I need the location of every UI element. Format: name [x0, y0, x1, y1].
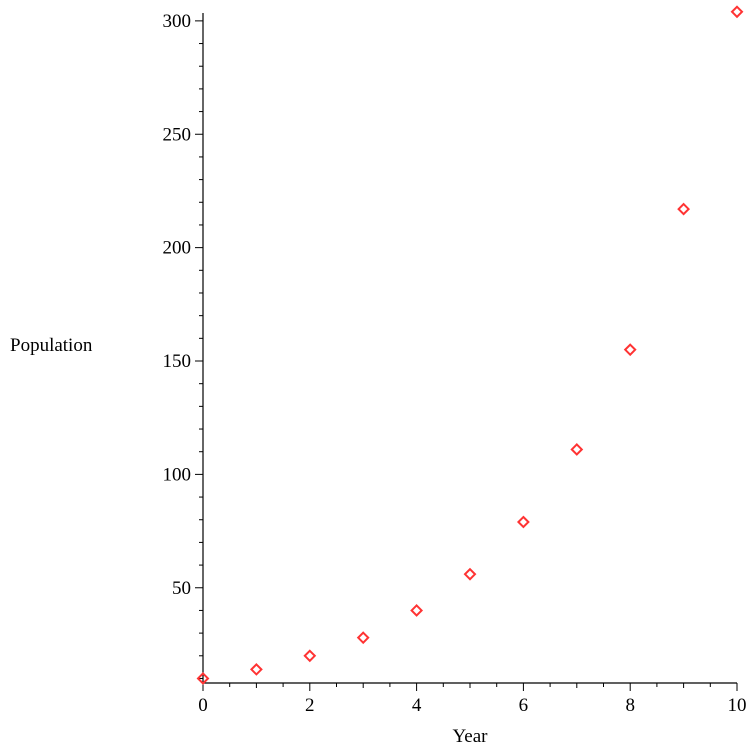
y-tick-label: 300	[163, 11, 192, 32]
y-tick-label: 250	[163, 124, 192, 145]
y-axis-label: Population	[10, 335, 93, 356]
x-axis-tick-labels: 0 2 4 6 8 10	[198, 695, 746, 716]
y-axis-minor-ticks	[199, 43, 203, 679]
data-point	[410, 604, 424, 617]
y-tick-label: 50	[172, 578, 191, 599]
x-tick-label: 4	[412, 695, 422, 716]
data-point	[303, 649, 317, 663]
x-tick-label: 8	[625, 695, 635, 716]
data-point	[249, 662, 263, 676]
data-point	[677, 202, 691, 216]
y-tick-label: 100	[163, 464, 192, 485]
data-point	[570, 443, 584, 456]
data-point	[196, 672, 210, 685]
y-tick-label: 200	[163, 238, 192, 259]
y-tick-label: 150	[163, 351, 192, 372]
data-points	[196, 5, 744, 685]
x-tick-label: 10	[728, 695, 747, 716]
data-point	[463, 567, 477, 581]
data-point	[623, 343, 637, 357]
data-point	[356, 631, 370, 645]
y-axis-tick-labels: 50 100 150 200 250 300	[163, 11, 192, 599]
x-tick-label: 2	[305, 695, 315, 716]
data-point	[516, 515, 530, 529]
data-point	[730, 5, 744, 19]
x-axis-minor-ticks	[229, 683, 711, 688]
x-tick-label: 6	[519, 695, 529, 716]
x-tick-label: 0	[198, 695, 208, 716]
y-axis-major-ticks	[195, 20, 203, 589]
x-axis-label: Year	[452, 726, 488, 746]
